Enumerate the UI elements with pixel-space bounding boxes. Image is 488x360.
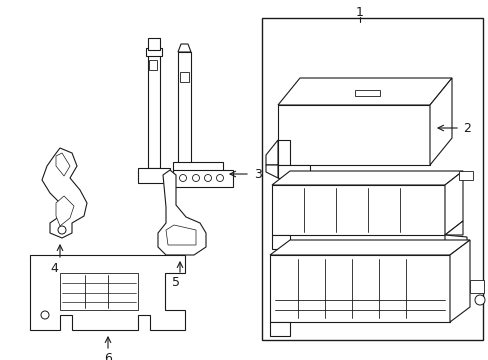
- Polygon shape: [138, 168, 170, 183]
- Polygon shape: [56, 196, 74, 226]
- Circle shape: [58, 226, 66, 234]
- Text: 5: 5: [172, 276, 180, 289]
- Polygon shape: [449, 240, 469, 322]
- Polygon shape: [56, 153, 70, 176]
- Polygon shape: [173, 170, 232, 187]
- Polygon shape: [429, 78, 451, 165]
- Polygon shape: [269, 255, 449, 322]
- Polygon shape: [262, 18, 482, 340]
- Polygon shape: [354, 90, 379, 96]
- Polygon shape: [271, 235, 289, 249]
- Text: 6: 6: [104, 352, 112, 360]
- Polygon shape: [146, 48, 162, 56]
- Polygon shape: [265, 140, 278, 165]
- Polygon shape: [148, 53, 160, 168]
- Circle shape: [204, 175, 211, 181]
- Circle shape: [179, 175, 186, 181]
- Polygon shape: [180, 72, 189, 82]
- Polygon shape: [165, 225, 196, 245]
- Polygon shape: [148, 38, 160, 50]
- Polygon shape: [444, 221, 462, 235]
- Circle shape: [41, 311, 49, 319]
- Polygon shape: [458, 171, 472, 180]
- Polygon shape: [42, 148, 87, 238]
- Polygon shape: [278, 140, 289, 165]
- Polygon shape: [149, 60, 157, 70]
- Polygon shape: [265, 165, 278, 178]
- Polygon shape: [178, 44, 191, 52]
- Polygon shape: [271, 171, 462, 185]
- Polygon shape: [178, 52, 191, 172]
- Polygon shape: [60, 273, 138, 310]
- Polygon shape: [269, 322, 289, 336]
- Polygon shape: [469, 280, 483, 293]
- Circle shape: [192, 175, 199, 181]
- Text: 3: 3: [253, 167, 262, 180]
- Polygon shape: [278, 105, 429, 165]
- Polygon shape: [444, 171, 462, 235]
- Polygon shape: [173, 162, 223, 180]
- Text: 2: 2: [462, 122, 470, 135]
- Polygon shape: [271, 185, 444, 235]
- Text: 4: 4: [50, 261, 58, 274]
- Text: 1: 1: [355, 5, 363, 18]
- Polygon shape: [30, 255, 184, 330]
- Polygon shape: [444, 235, 466, 249]
- Polygon shape: [269, 240, 469, 255]
- Circle shape: [216, 175, 223, 181]
- Circle shape: [474, 295, 484, 305]
- Polygon shape: [278, 78, 451, 105]
- Polygon shape: [158, 170, 205, 255]
- Polygon shape: [278, 165, 309, 178]
